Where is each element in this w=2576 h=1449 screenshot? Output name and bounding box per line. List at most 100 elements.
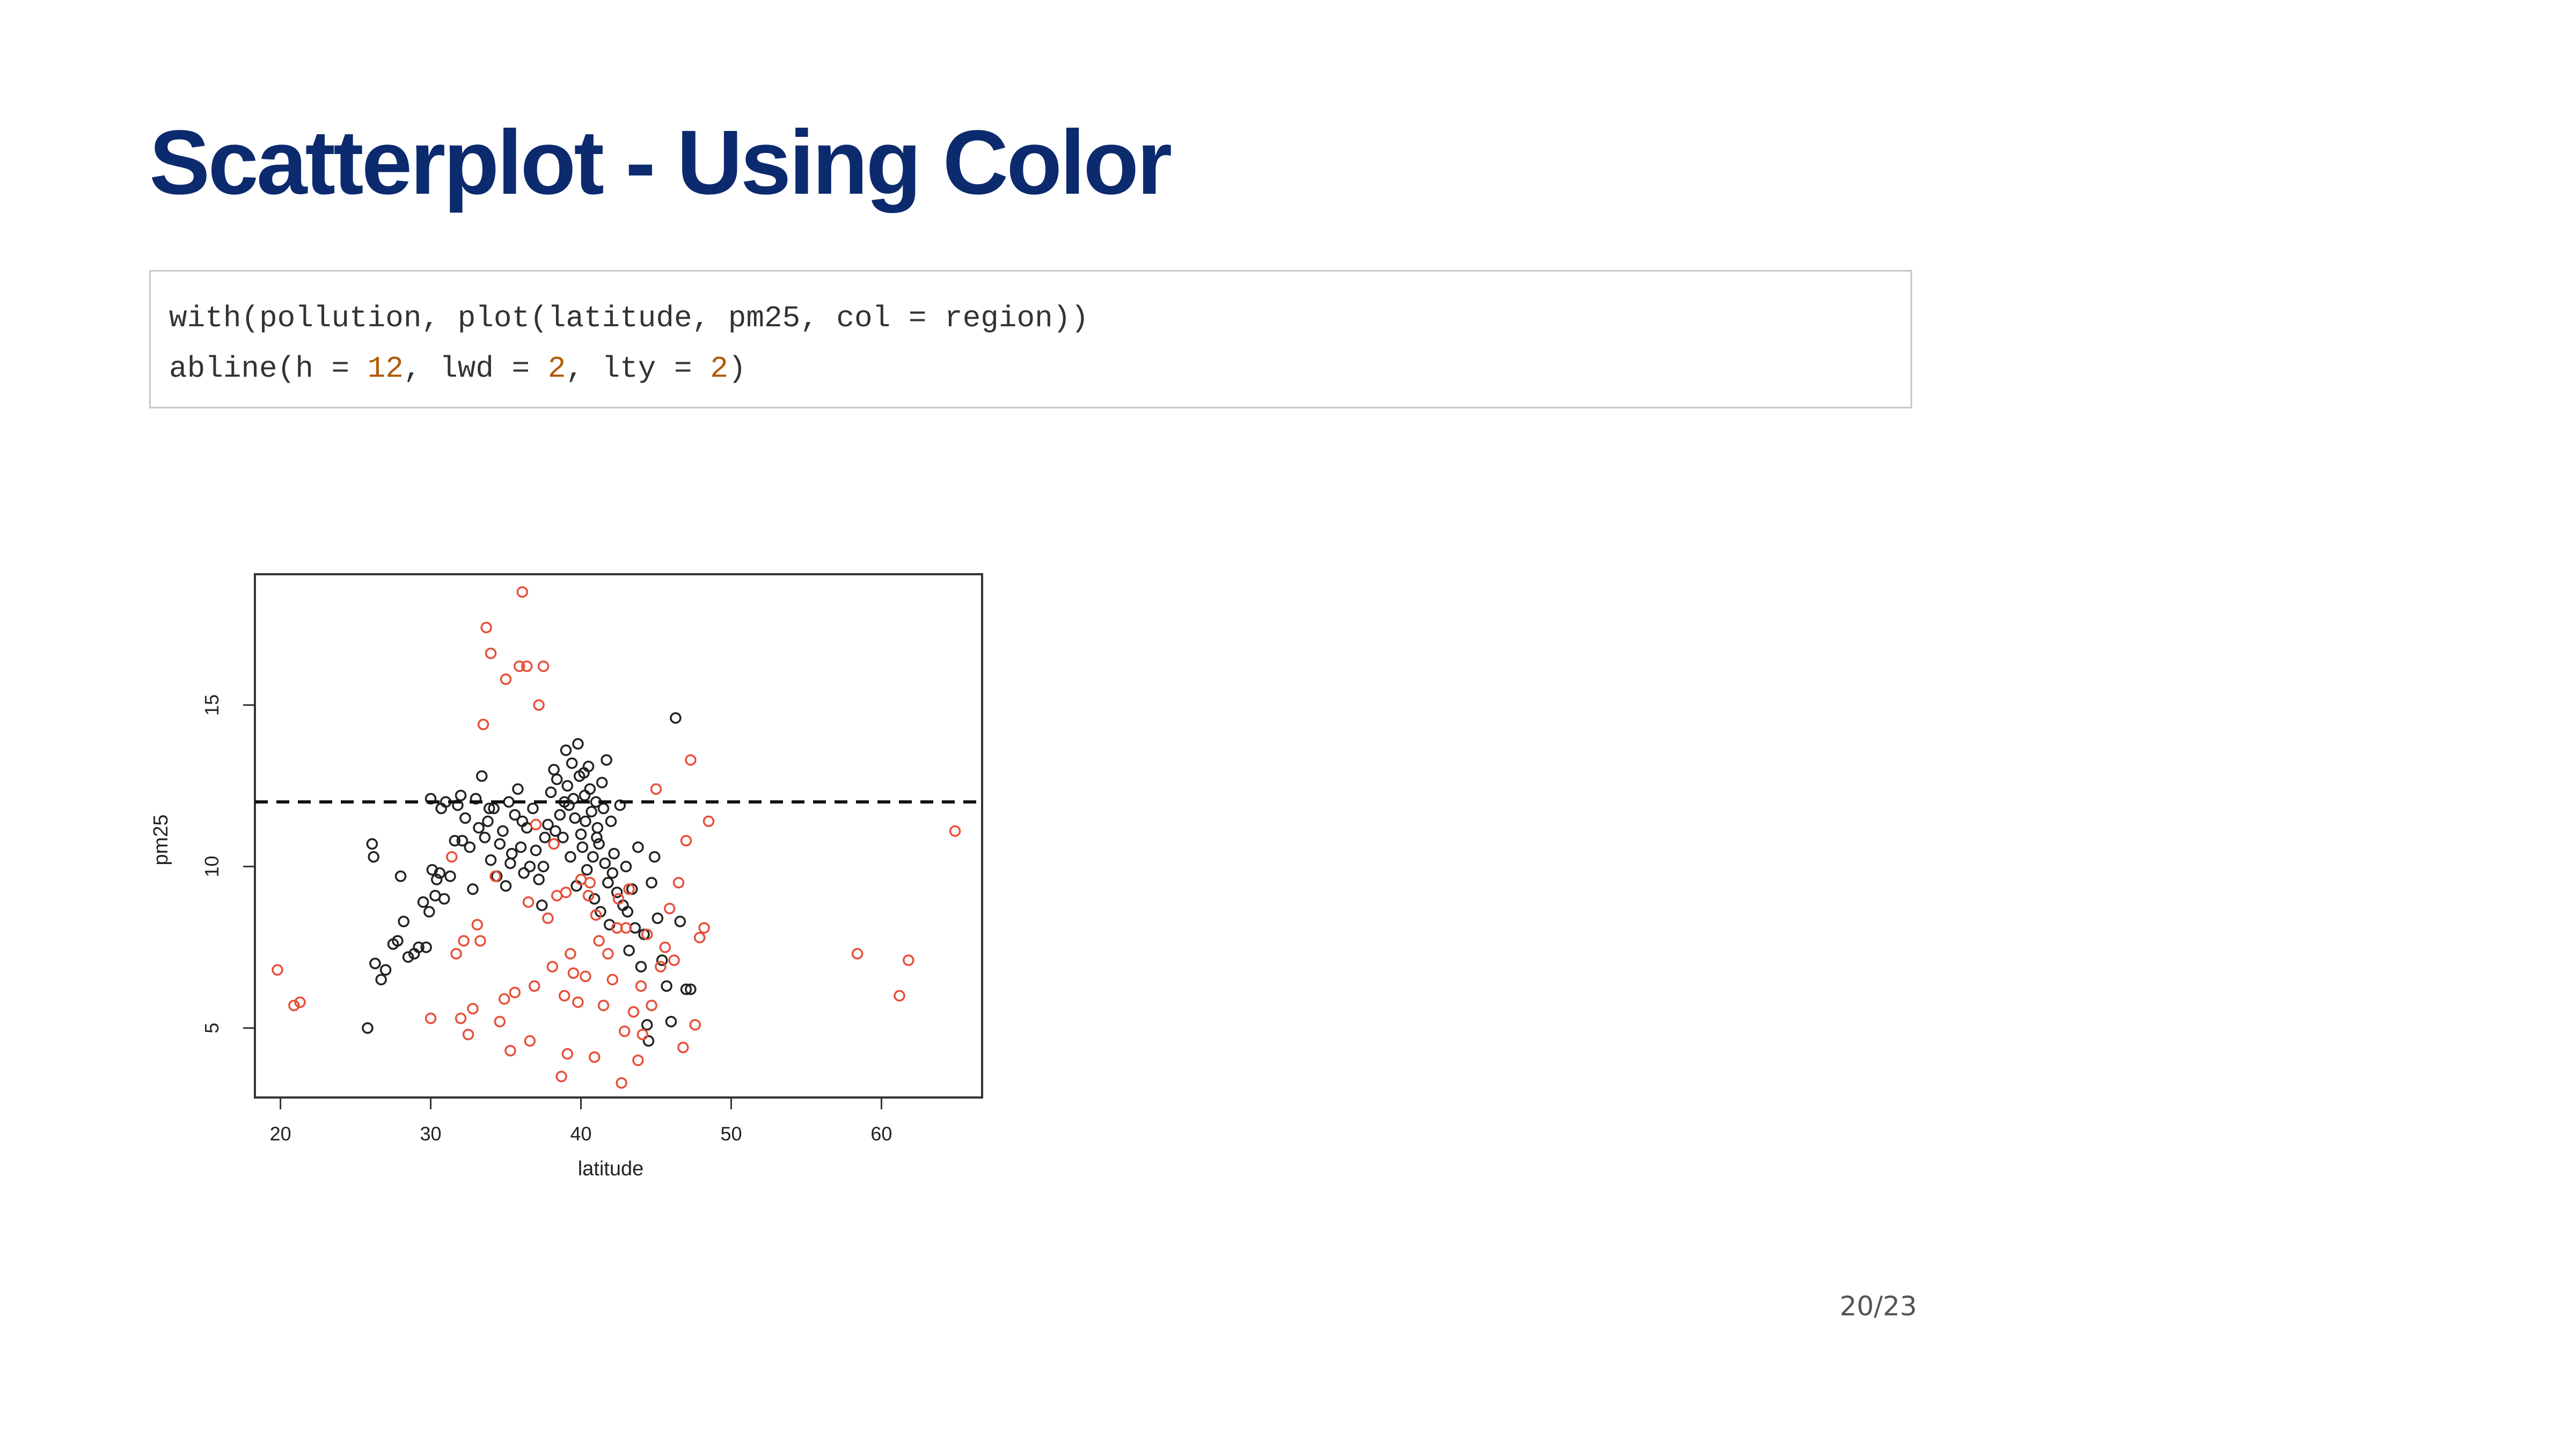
scatter-point: [497, 825, 509, 837]
scatter-point: [670, 712, 682, 724]
scatter-point: [623, 945, 635, 956]
scatter-point: [488, 802, 500, 815]
scatter-point: [903, 954, 914, 966]
code-line-1: with(pollution, plot(latitude, pm25, col…: [169, 293, 1892, 343]
scatter-point: [685, 754, 697, 766]
scatter-point: [528, 980, 540, 992]
y-axis-label: pm25: [150, 814, 172, 865]
scatter-point: [597, 999, 610, 1012]
x-axis-label: latitude: [578, 1158, 644, 1180]
scatter-point: [458, 935, 470, 947]
scatter-point: [537, 860, 550, 873]
scatter-points: [272, 586, 961, 1089]
scatter-point: [402, 951, 414, 963]
scatter-point: [394, 870, 407, 882]
scatter-point: [591, 831, 603, 844]
scatter-point: [471, 919, 484, 931]
scatter-point: [561, 780, 574, 792]
scatter-point: [482, 815, 494, 828]
scatter-point: [530, 818, 542, 831]
scatter-point: [623, 883, 635, 895]
scatter-point: [693, 932, 706, 943]
scatter-point: [392, 935, 404, 947]
scatter-point: [498, 993, 510, 1005]
scatter-point: [288, 999, 300, 1012]
scatter-point: [444, 870, 456, 882]
scatter-point: [698, 922, 710, 934]
scatter-point: [445, 851, 458, 863]
scatter-point: [524, 1035, 536, 1047]
scatter-point: [597, 802, 610, 815]
scatter-point: [636, 1028, 649, 1041]
scatter-point: [425, 1012, 437, 1024]
scatter-point: [668, 954, 680, 966]
scatter-point: [522, 896, 535, 908]
code-token: , lwd =: [403, 352, 548, 386]
scatter-point: [475, 770, 488, 782]
scatter-point: [548, 838, 560, 850]
scatter-point: [513, 660, 525, 672]
scatter-point: [515, 841, 527, 853]
code-number-literal: 2: [710, 352, 728, 386]
scatter-point: [565, 851, 576, 863]
scatter-point: [608, 847, 620, 860]
scatter-point: [655, 961, 667, 972]
scatter-point: [635, 961, 647, 972]
code-number-literal: 12: [367, 352, 404, 386]
scatter-point: [536, 899, 548, 911]
scatter-point: [506, 847, 518, 860]
scatter-point: [479, 831, 491, 844]
scatter-point: [485, 647, 497, 660]
scatter-point: [572, 738, 584, 750]
scatter-point: [659, 941, 671, 953]
scatter-point: [398, 916, 409, 927]
scatter-point: [533, 699, 545, 711]
scatter-point: [566, 757, 578, 769]
scatter-point: [560, 887, 572, 898]
scatter-point: [272, 964, 283, 976]
scatter-point: [621, 906, 634, 918]
scatter-point: [545, 786, 557, 798]
x-tick-label: 20: [270, 1123, 291, 1145]
scatter-point: [530, 844, 542, 857]
scatter-point: [579, 789, 591, 802]
scatter-point: [480, 621, 492, 634]
scatter-point: [474, 935, 486, 947]
scatter-point: [537, 660, 550, 672]
scatter-point: [500, 673, 512, 685]
scatter-point: [646, 999, 657, 1012]
code-token: ): [728, 352, 747, 386]
scatter-point: [558, 990, 570, 1002]
plot-frame: [254, 573, 983, 1099]
scatter-point: [949, 825, 961, 837]
scatter-point: [539, 831, 551, 844]
scatter-point: [369, 957, 381, 969]
scatter-point: [542, 818, 554, 831]
scatter-point: [616, 1077, 627, 1089]
scatter-point: [635, 980, 647, 992]
scatter-point: [665, 1015, 677, 1028]
scatter-point: [587, 851, 599, 863]
scatter-point: [581, 863, 593, 876]
scatter-point: [569, 812, 581, 824]
scatter-point: [467, 883, 479, 895]
scatter-point: [580, 970, 591, 983]
scatter-point: [602, 948, 614, 960]
code-token: abline(h =: [169, 352, 368, 386]
scatter-point: [663, 903, 676, 914]
scatter-point: [485, 854, 497, 866]
scatter-point: [455, 1012, 467, 1024]
scatter-point: [572, 996, 584, 1008]
scatter-point: [462, 1028, 474, 1041]
scatter-point: [680, 835, 692, 847]
scatter-point: [533, 874, 545, 885]
scatter-point: [575, 828, 587, 840]
scatter-point: [632, 841, 644, 853]
scatter-point: [438, 893, 450, 905]
scatter-point: [702, 815, 715, 828]
scatter-point: [542, 912, 554, 924]
scatter-point: [632, 1055, 644, 1066]
scatter-point: [455, 789, 467, 802]
scatter-point: [420, 941, 432, 953]
scatter-point: [368, 851, 379, 863]
